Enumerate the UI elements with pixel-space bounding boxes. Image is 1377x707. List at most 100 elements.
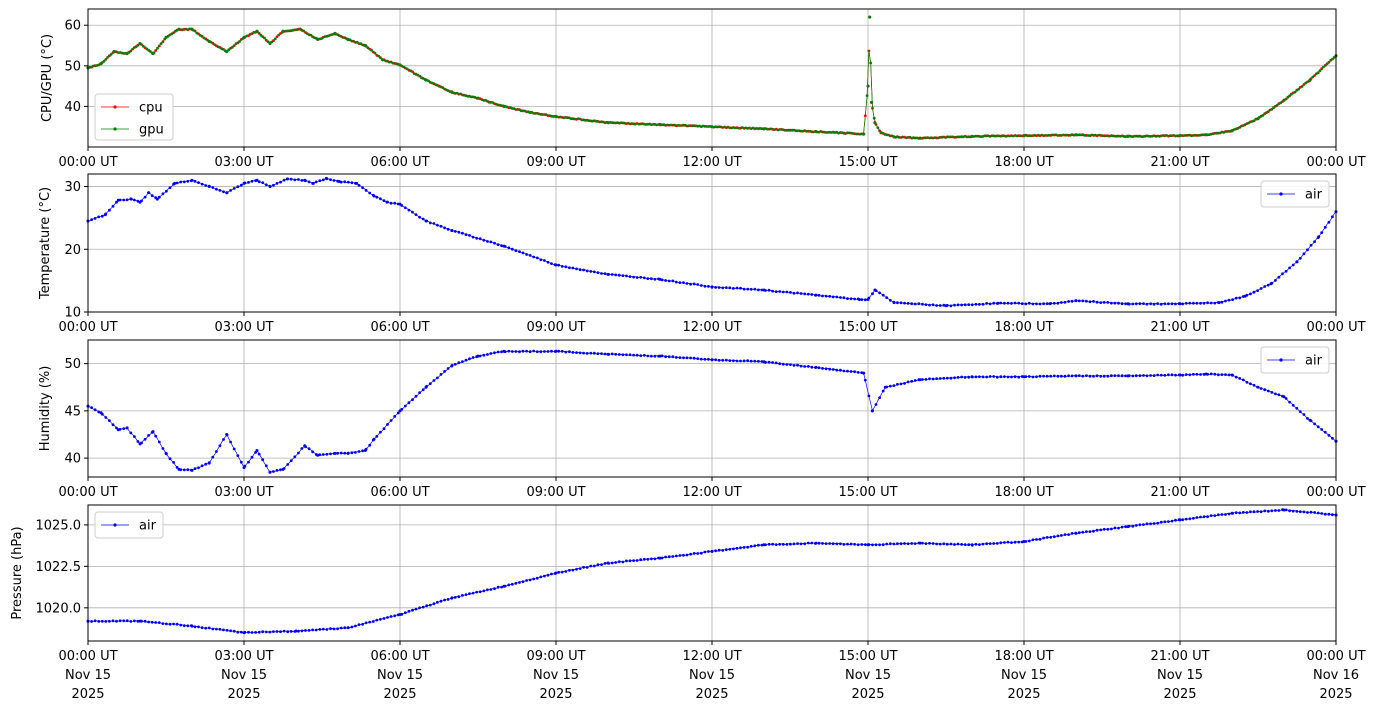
data-point	[899, 382, 903, 386]
data-point	[1282, 395, 1286, 399]
data-point	[1224, 373, 1227, 376]
data-point	[302, 29, 306, 33]
data-point	[1104, 134, 1108, 138]
data-point	[664, 555, 667, 559]
data-point	[1220, 300, 1224, 304]
data-point	[250, 455, 254, 459]
data-point	[874, 543, 878, 547]
data-point	[446, 367, 450, 370]
data-point	[999, 541, 1003, 545]
data-point	[407, 609, 411, 613]
data-point	[617, 353, 621, 356]
data-point	[99, 411, 103, 415]
data-point	[1017, 375, 1021, 379]
data-point	[870, 100, 873, 104]
data-point	[1063, 300, 1067, 304]
data-point	[728, 547, 732, 551]
data-point	[281, 29, 285, 33]
data-point	[935, 377, 938, 380]
data-point	[642, 557, 646, 561]
data-point	[559, 115, 562, 119]
data-point	[1086, 134, 1090, 137]
data-point	[928, 377, 931, 381]
data-point	[518, 250, 521, 254]
data-point	[1054, 133, 1058, 137]
data-point	[173, 181, 177, 185]
data-point	[509, 106, 512, 110]
data-point	[97, 620, 101, 623]
data-point	[318, 179, 322, 183]
data-point	[992, 301, 996, 305]
data-point	[424, 219, 428, 223]
x-tick-year-label: 2025	[539, 687, 572, 702]
data-point	[739, 546, 742, 550]
data-point	[1331, 215, 1334, 219]
data-point	[674, 554, 678, 558]
data-point	[293, 178, 297, 182]
data-point	[1083, 134, 1086, 137]
data-point	[587, 119, 591, 122]
data-point	[486, 588, 489, 592]
data-point	[207, 461, 211, 465]
data-point	[539, 258, 543, 262]
data-point	[443, 370, 446, 373]
data-point	[637, 122, 641, 126]
data-point	[1069, 133, 1072, 137]
data-point	[387, 60, 391, 64]
x-tick-label: 18:00 UT	[994, 649, 1053, 664]
data-point	[436, 376, 439, 380]
x-tick-label: 21:00 UT	[1150, 155, 1209, 170]
data-point	[297, 629, 300, 633]
data-point	[1033, 133, 1037, 137]
data-point	[896, 301, 899, 305]
data-point	[257, 180, 261, 184]
data-point	[1266, 283, 1270, 287]
data-point	[1174, 373, 1177, 377]
data-point	[580, 118, 584, 122]
data-point	[625, 353, 628, 357]
data-point	[311, 450, 314, 454]
data-point	[821, 367, 824, 370]
data-point	[710, 125, 714, 129]
data-point	[450, 229, 454, 232]
data-point	[1134, 302, 1138, 306]
data-point	[1208, 133, 1211, 137]
data-point	[742, 546, 746, 549]
data-point	[918, 541, 922, 545]
data-point	[138, 442, 142, 446]
data-point	[1081, 530, 1085, 534]
data-point	[906, 302, 910, 305]
data-point	[918, 136, 922, 140]
data-point	[658, 123, 662, 127]
legend-marker-gpu	[113, 127, 117, 131]
data-point	[91, 64, 95, 68]
data-point	[1306, 417, 1309, 420]
data-point	[295, 28, 298, 32]
data-point	[1172, 134, 1176, 137]
data-point	[510, 247, 514, 251]
data-point	[493, 587, 496, 591]
data-point	[145, 47, 149, 51]
data-point	[1051, 133, 1054, 137]
data-point	[739, 286, 742, 290]
data-point	[450, 596, 454, 600]
data-point	[812, 130, 815, 134]
data-point	[389, 419, 393, 422]
data-point	[554, 115, 558, 119]
data-point	[403, 206, 407, 210]
data-point	[510, 582, 514, 586]
data-point	[1070, 299, 1074, 303]
data-point	[639, 275, 643, 279]
data-point	[252, 31, 256, 34]
data-point	[678, 281, 682, 284]
data-point	[357, 450, 361, 453]
data-point	[814, 293, 818, 297]
data-point	[1017, 301, 1021, 305]
data-point	[150, 620, 154, 624]
data-point	[179, 180, 183, 184]
data-point	[489, 240, 493, 244]
data-point	[1234, 296, 1238, 300]
data-point	[771, 361, 774, 364]
data-point	[1178, 134, 1182, 138]
data-point	[1120, 374, 1124, 378]
